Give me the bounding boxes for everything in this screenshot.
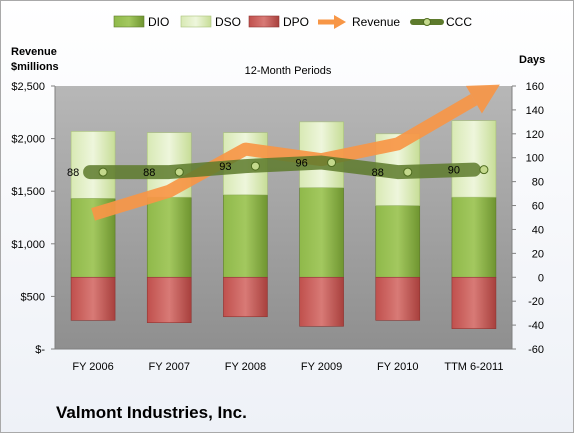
ccc-data-label: 90 <box>448 165 460 177</box>
legend-dso-swatch <box>180 15 212 28</box>
legend-revenue-arrow <box>334 15 346 29</box>
company-name: Valmont Industries, Inc. <box>56 403 247 422</box>
ccc-marker <box>403 167 413 177</box>
right-tick-label: 120 <box>526 129 544 141</box>
ccc-data-label: 88 <box>143 167 155 179</box>
dio-bar <box>146 196 192 278</box>
left-tick-label: $- <box>35 344 45 356</box>
ccc-data-label: 96 <box>295 158 307 170</box>
ccc-data-label: 88 <box>67 167 79 179</box>
x-tick-label: TTM 6-2011 <box>444 361 503 373</box>
right-tick-label: 20 <box>532 248 544 260</box>
dio-bar <box>299 187 344 278</box>
ccc-marker <box>174 167 184 177</box>
x-tick-label: FY 2009 <box>301 361 342 373</box>
legend-revenue-label: Revenue <box>352 15 400 29</box>
ccc-data-label: 88 <box>372 167 384 179</box>
plot-area <box>55 86 512 349</box>
legend-dpo-swatch <box>248 15 280 28</box>
dso-bar <box>451 120 497 198</box>
x-tick-label: FY 2008 <box>225 361 266 373</box>
legend-ccc-marker <box>423 18 431 26</box>
revenue-line <box>91 94 478 221</box>
left-tick-label: $500 <box>21 291 45 303</box>
ccc-marker <box>327 158 337 168</box>
legend-dpo-label: DPO <box>283 15 309 29</box>
left-tick-label: $1,000 <box>11 239 45 251</box>
right-tick-label: 0 <box>538 272 544 284</box>
dio-bar <box>451 196 497 278</box>
left-tick-label: $1,500 <box>11 186 45 198</box>
dpo-bar <box>223 276 268 318</box>
right-tick-label: 80 <box>532 177 544 189</box>
legend-dso-label: DSO <box>215 15 241 29</box>
dso-bar <box>70 131 116 199</box>
ccc-marker <box>250 161 260 171</box>
right-tick-label: -40 <box>528 320 544 332</box>
revenue-arrowhead <box>465 84 500 114</box>
right-axis-title: Days <box>519 54 545 66</box>
left-axis-title-unit: $millions <box>11 61 59 73</box>
legend-dio-label: DIO <box>148 15 169 29</box>
right-tick-label: 100 <box>526 153 544 165</box>
ccc-marker <box>479 165 489 175</box>
right-tick-label: 60 <box>532 201 544 213</box>
x-tick-label: FY 2007 <box>149 361 190 373</box>
dpo-bar <box>146 276 192 324</box>
x-tick-label: FY 2010 <box>377 361 418 373</box>
ccc-marker <box>98 167 108 177</box>
left-tick-label: $2,000 <box>11 134 45 146</box>
right-tick-label: -20 <box>528 296 544 308</box>
dio-bar <box>223 194 268 278</box>
dpo-bar <box>375 276 421 321</box>
dpo-bar <box>299 276 344 327</box>
ccc-data-label: 93 <box>219 161 231 173</box>
right-tick-label: 140 <box>526 105 544 117</box>
right-tick-label: 40 <box>532 224 544 236</box>
x-tick-label: FY 2006 <box>72 361 113 373</box>
right-tick-label: -60 <box>528 344 544 356</box>
dpo-bar <box>70 276 116 321</box>
legend-ccc-label: CCC <box>446 15 472 29</box>
dpo-bar <box>451 276 497 329</box>
left-tick-label: $2,500 <box>11 81 45 93</box>
left-axis-title: Revenue <box>11 46 57 58</box>
dio-bar <box>375 205 421 278</box>
right-tick-label: 160 <box>526 81 544 93</box>
legend-dio-swatch <box>113 15 145 28</box>
chart-title: 12-Month Periods <box>245 65 332 77</box>
